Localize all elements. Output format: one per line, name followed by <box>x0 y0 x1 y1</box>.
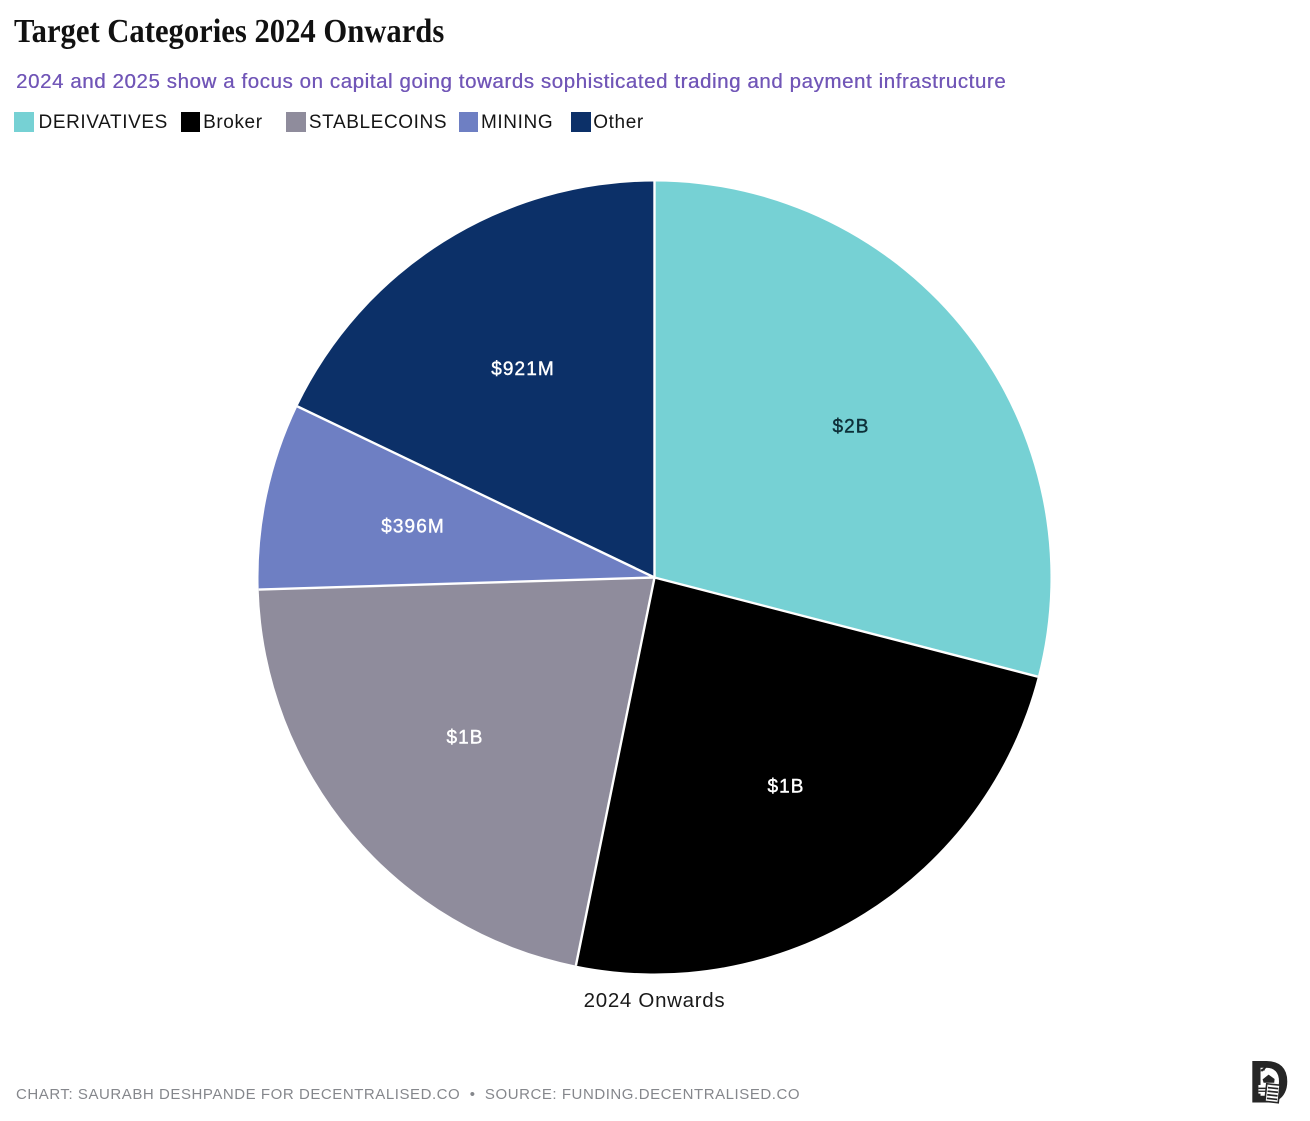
svg-text:$396M: $396M <box>381 517 445 538</box>
svg-text:$1B: $1B <box>446 728 483 749</box>
svg-text:$1B: $1B <box>767 777 804 798</box>
svg-text:$921M: $921M <box>491 359 555 380</box>
svg-text:$2B: $2B <box>832 417 869 438</box>
